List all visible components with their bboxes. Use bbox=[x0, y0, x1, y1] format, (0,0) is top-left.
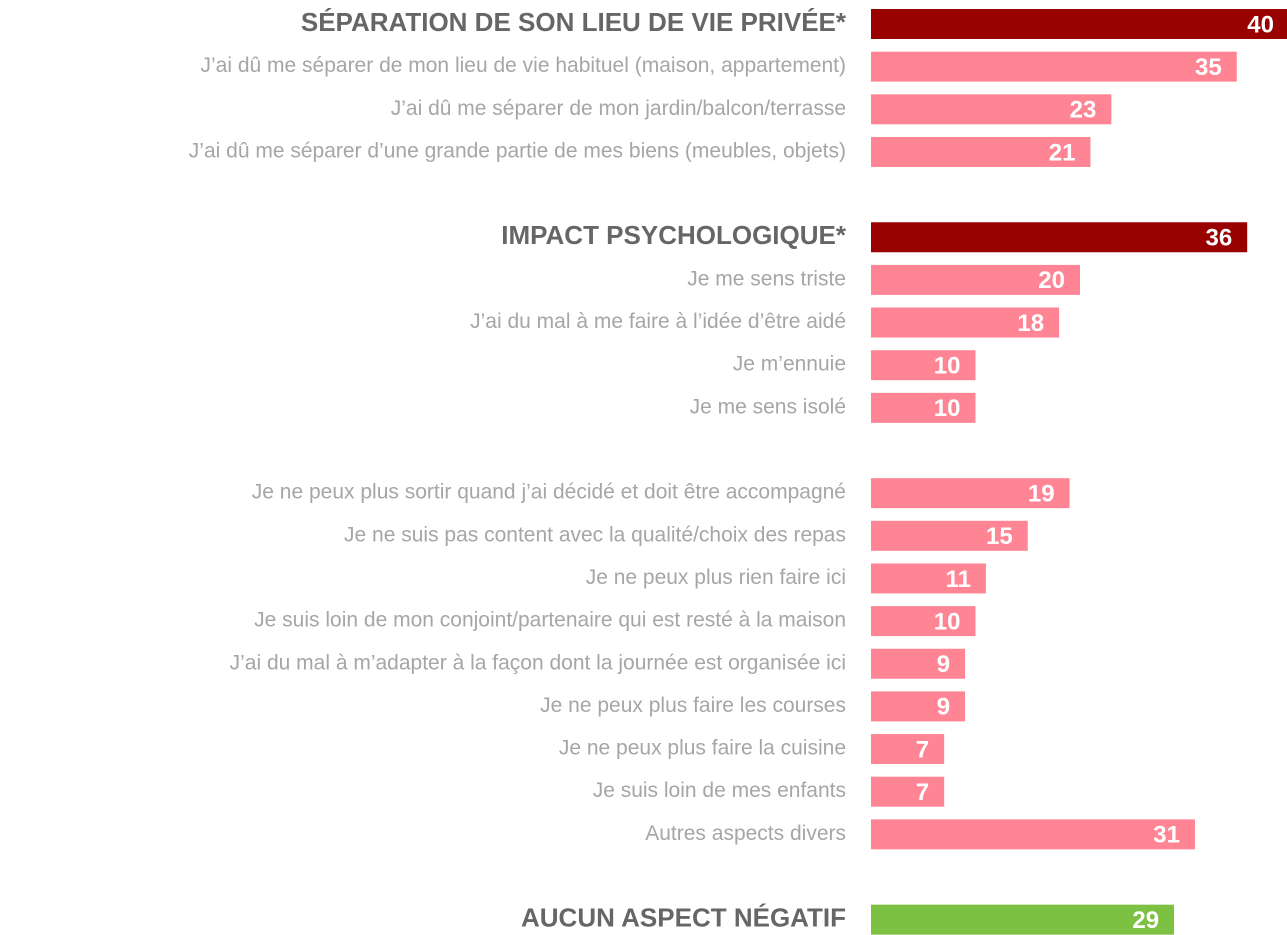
category-label: J’ai dû me séparer d’une grande partie d… bbox=[189, 139, 846, 162]
value-label: 10 bbox=[934, 395, 961, 422]
bar bbox=[871, 51, 1237, 82]
group-title: AUCUN ASPECT NÉGATIF bbox=[521, 903, 846, 933]
category-label: Autres aspects divers bbox=[645, 822, 846, 845]
bar bbox=[871, 520, 1028, 551]
group-title: IMPACT PSYCHOLOGIQUE* bbox=[501, 220, 847, 250]
value-label: 10 bbox=[934, 353, 961, 380]
bar bbox=[871, 734, 945, 765]
category-label: J’ai du mal à m’adapter à la façon dont … bbox=[230, 651, 846, 674]
bar bbox=[871, 307, 1060, 338]
bar bbox=[871, 691, 966, 722]
category-label: Je ne peux plus sortir quand j’ai décidé… bbox=[252, 481, 846, 504]
category-label: J’ai du mal à me faire à l’idée d’être a… bbox=[470, 310, 846, 333]
value-label: 31 bbox=[1153, 822, 1180, 849]
bar bbox=[871, 648, 966, 679]
category-label: Je ne suis pas content avec la qualité/c… bbox=[344, 523, 846, 546]
category-label: Je ne peux plus faire la cuisine bbox=[559, 737, 846, 760]
value-label: 19 bbox=[1028, 480, 1055, 507]
bar bbox=[871, 392, 976, 423]
value-label: 21 bbox=[1049, 139, 1076, 166]
value-label: 7 bbox=[916, 779, 929, 806]
value-label: 10 bbox=[934, 608, 961, 635]
category-label: Je me sens triste bbox=[687, 267, 846, 290]
value-label: 20 bbox=[1038, 267, 1065, 294]
bar bbox=[871, 776, 945, 807]
value-label: 7 bbox=[916, 736, 929, 763]
category-label: Je ne peux plus faire les courses bbox=[540, 694, 846, 717]
value-label: 29 bbox=[1132, 907, 1159, 934]
value-label: 36 bbox=[1205, 225, 1232, 252]
value-label: 18 bbox=[1017, 310, 1044, 337]
bar bbox=[871, 264, 1080, 295]
category-label: Je me sens isolé bbox=[690, 395, 846, 418]
bar bbox=[871, 904, 1175, 935]
category-label: J’ai dû me séparer de mon jardin/balcon/… bbox=[391, 97, 846, 120]
group-title: SÉPARATION DE SON LIEU DE VIE PRIVÉE* bbox=[301, 7, 847, 37]
bar bbox=[871, 478, 1070, 509]
category-label: Je suis loin de mon conjoint/partenaire … bbox=[254, 609, 846, 632]
bar bbox=[871, 94, 1112, 125]
value-label: 15 bbox=[986, 523, 1013, 550]
value-label: 35 bbox=[1195, 54, 1222, 81]
category-label: J’ai dû me séparer de mon lieu de vie ha… bbox=[200, 54, 846, 77]
bar bbox=[871, 606, 976, 637]
bar bbox=[871, 222, 1248, 253]
bar bbox=[871, 9, 1287, 39]
value-label: 11 bbox=[946, 566, 971, 593]
bar bbox=[871, 136, 1091, 167]
value-label: 23 bbox=[1070, 97, 1097, 124]
value-label: 9 bbox=[937, 651, 950, 678]
bar bbox=[871, 819, 1195, 850]
category-label: Je suis loin de mes enfants bbox=[593, 779, 846, 802]
category-label: Je ne peux plus rien faire ici bbox=[586, 566, 846, 589]
category-label: Je m’ennuie bbox=[733, 353, 846, 376]
value-label: 40 bbox=[1247, 11, 1274, 38]
bar bbox=[871, 563, 986, 594]
bar bbox=[871, 350, 976, 381]
value-label: 9 bbox=[937, 694, 950, 721]
